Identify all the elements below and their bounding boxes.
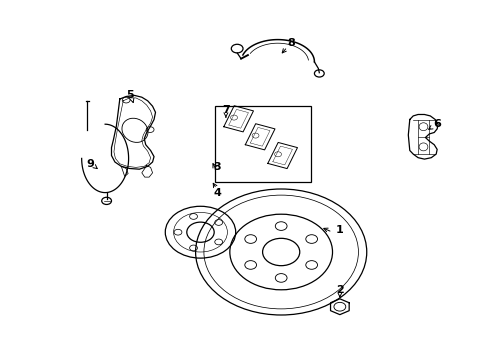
Bar	[215, 106, 310, 182]
Text: 8: 8	[286, 38, 294, 48]
Text: 9: 9	[86, 159, 94, 169]
Text: 4: 4	[213, 188, 221, 198]
Text: 7: 7	[222, 105, 229, 115]
Text: 5: 5	[125, 90, 133, 100]
Text: 6: 6	[433, 119, 441, 129]
Text: 2: 2	[335, 285, 343, 295]
Text: 3: 3	[213, 162, 221, 172]
Text: 1: 1	[335, 225, 343, 235]
